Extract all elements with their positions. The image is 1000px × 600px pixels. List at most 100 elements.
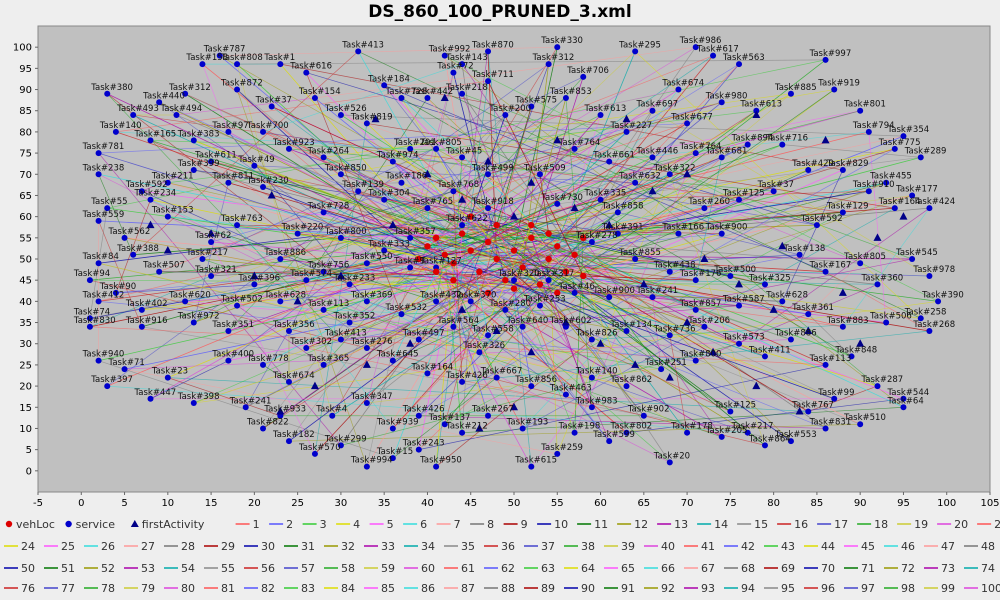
point-label: Task#700 (246, 121, 289, 131)
point-label: Task#357 (393, 227, 436, 237)
route-line (479, 271, 523, 328)
route-line (115, 233, 722, 294)
point-label: Task#950 (419, 456, 462, 466)
point-label: Task#243 (402, 439, 445, 449)
point-label: Task#933 (263, 405, 306, 415)
legend-label: 81 (221, 582, 235, 595)
route-line (193, 169, 618, 234)
route-line (461, 148, 575, 226)
route-line (574, 254, 662, 370)
service-point (424, 370, 431, 377)
route-line (167, 110, 757, 184)
vehloc-point (450, 276, 457, 284)
route-line (634, 51, 922, 319)
point-label: Task#397 (90, 375, 133, 385)
route-line (141, 190, 463, 234)
vehloc-point (510, 285, 518, 292)
service-point (779, 141, 786, 148)
point-label: Task#74 (73, 307, 110, 317)
legend-label: 77 (61, 582, 75, 595)
route-line (167, 377, 809, 412)
service-point (822, 361, 829, 368)
route-line (487, 89, 835, 336)
route-line (305, 72, 402, 315)
service-point (839, 167, 846, 174)
legend-label: 78 (101, 582, 115, 595)
first-activity-point (458, 195, 467, 203)
route-line (184, 93, 766, 357)
legend-label: 48 (981, 540, 995, 553)
legend-label: 73 (941, 562, 955, 575)
point-label: Task#193 (506, 417, 549, 427)
route-line (652, 157, 705, 209)
point-label: Task#218 (445, 83, 488, 93)
legend-label: 45 (861, 540, 875, 553)
service-point (337, 234, 344, 241)
route-line (115, 131, 411, 150)
route-line (522, 267, 705, 328)
route-line (98, 262, 627, 387)
route-line (505, 279, 627, 332)
point-label: Task#553 (774, 430, 817, 440)
route-line (124, 237, 480, 273)
x-tick-label: 100 (937, 498, 956, 509)
route-line (825, 271, 930, 332)
point-label: Task#939 (376, 417, 419, 427)
first-activity-point (250, 271, 259, 279)
point-label: Task#402 (125, 299, 168, 309)
x-tick-label: 35 (378, 498, 391, 509)
point-label: Task#64 (886, 396, 923, 406)
point-label: Task#728 (384, 87, 427, 97)
legend-label: 9 (521, 518, 528, 531)
service-point (831, 395, 838, 402)
route-line (539, 284, 766, 357)
y-tick-label: 75 (19, 149, 32, 160)
legend-label: 97 (861, 582, 875, 595)
route-line (531, 148, 895, 226)
service-point (701, 205, 708, 212)
legend-label: 85 (381, 582, 395, 595)
service-point (485, 171, 492, 178)
point-label: Task#677 (670, 112, 713, 122)
point-label: Task#756 (307, 261, 350, 271)
point-label: Task#365 (307, 354, 350, 364)
x-tick-label: 30 (335, 498, 348, 509)
point-label: Task#322 (653, 163, 696, 173)
service-point (692, 277, 699, 284)
legend-label: 71 (861, 562, 875, 575)
point-label: Task#506 (869, 312, 912, 322)
service-point (389, 455, 396, 462)
point-label: Task#711 (471, 70, 514, 80)
point-label: Task#499 (471, 163, 514, 173)
legend-label: 67 (701, 562, 715, 575)
route-line (280, 237, 532, 417)
first-activity-point (856, 339, 865, 347)
point-label: Task#369 (350, 290, 393, 300)
route-line (583, 207, 930, 239)
legend-label: 47 (941, 540, 955, 553)
point-label: Task#983 (575, 396, 618, 406)
vehloc-point (519, 264, 526, 271)
service-point (260, 128, 267, 135)
service-point (398, 311, 405, 318)
service-point (147, 395, 154, 402)
point-label: Task#800 (324, 227, 367, 237)
point-label: Task#99 (817, 388, 854, 398)
legend-label: 56 (261, 562, 275, 575)
first-activity-point (622, 114, 631, 123)
route-line (782, 144, 921, 158)
route-line (98, 220, 143, 327)
point-label: Task#768 (436, 180, 479, 190)
route-line (418, 258, 549, 340)
service-point (234, 86, 241, 93)
service-point (450, 69, 457, 76)
first-activity-point (267, 190, 276, 199)
route-line (556, 174, 671, 455)
legend-label: 82 (261, 582, 275, 595)
route-line (305, 97, 428, 281)
service-point (536, 171, 543, 178)
point-label: Task#558 (471, 324, 514, 334)
point-label: Task#550 (350, 252, 393, 262)
service-point (831, 86, 838, 93)
first-activity-point (336, 271, 345, 279)
